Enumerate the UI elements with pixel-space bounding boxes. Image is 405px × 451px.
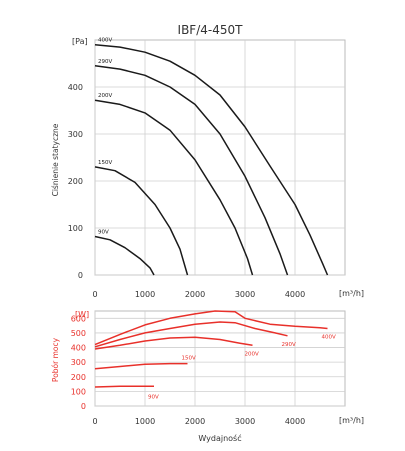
- chart-title: IBF/4-450T: [178, 23, 244, 37]
- pressure-series-200v-line: [94, 99, 254, 276]
- power-y-tick-label: 100: [71, 387, 86, 396]
- pressure-series-150v-label: 150V: [98, 160, 112, 166]
- power-series-290v-line: [94, 321, 288, 348]
- pressure-series-290v-line: [94, 65, 289, 276]
- pressure-series-400v-line: [94, 43, 329, 276]
- pressure-series-200v-label: 200V: [98, 93, 112, 99]
- power-x-tick-label: 0: [92, 417, 97, 426]
- x-axis-label: Wydajność: [198, 433, 241, 443]
- pressure-series-290v-label: 290V: [98, 59, 112, 65]
- power-series-90v-label: 90V: [148, 394, 159, 400]
- power-y-tick-label: 200: [71, 373, 86, 382]
- power-series-290v-label: 290V: [282, 342, 296, 348]
- pressure-series-90v-line: [94, 235, 155, 276]
- power-series-400v-line: [94, 310, 328, 346]
- pressure-y-tick-label: 400: [68, 83, 83, 92]
- power-x-unit: [m³/h]: [339, 416, 364, 425]
- pressure-y-tick-label: 200: [68, 177, 83, 186]
- pressure-y-tick-label: 0: [78, 271, 83, 280]
- pressure-series-90v-label: 90V: [98, 229, 109, 235]
- power-y-unit: [W]: [75, 310, 89, 319]
- power-x-tick-label: 3000: [235, 417, 255, 426]
- pressure-y-label: Ciśnienie statyczne: [51, 123, 60, 196]
- power-series-90v-line: [94, 385, 154, 388]
- pressure-y-tick-label: 300: [68, 130, 83, 139]
- pressure-plot-frame: [94, 39, 346, 276]
- pressure-x-tick-label: 0: [92, 290, 97, 299]
- power-x-tick-label: 4000: [285, 417, 305, 426]
- pressure-series-400v-label: 400V: [98, 38, 112, 44]
- pressure-x-tick-label: 1000: [135, 290, 155, 299]
- power-y-tick-label: 500: [71, 329, 86, 338]
- pressure-y-tick-label: 100: [68, 224, 83, 233]
- power-y-label: Pobór mocy: [51, 337, 60, 382]
- pressure-x-unit: [m³/h]: [339, 289, 364, 298]
- power-y-tick-label: 600: [71, 314, 86, 323]
- power-series-200v-label: 200V: [245, 351, 259, 357]
- power-series-200v-line: [94, 336, 253, 350]
- power-series-150v-label: 150V: [182, 356, 196, 362]
- pressure-y-unit: [Pa]: [72, 37, 88, 46]
- pressure-x-tick-label: 3000: [235, 290, 255, 299]
- power-series-400v-label: 400V: [322, 335, 336, 341]
- power-x-tick-label: 2000: [185, 417, 205, 426]
- pressure-x-tick-label: 4000: [285, 290, 305, 299]
- pressure-series-150v-line: [94, 166, 189, 276]
- power-series-150v-line: [94, 362, 188, 370]
- power-y-tick-label: 0: [81, 402, 86, 411]
- power-x-tick-label: 1000: [135, 417, 155, 426]
- power-y-tick-label: 300: [71, 358, 86, 367]
- power-y-tick-label: 400: [71, 344, 86, 353]
- pressure-x-tick-label: 2000: [185, 290, 205, 299]
